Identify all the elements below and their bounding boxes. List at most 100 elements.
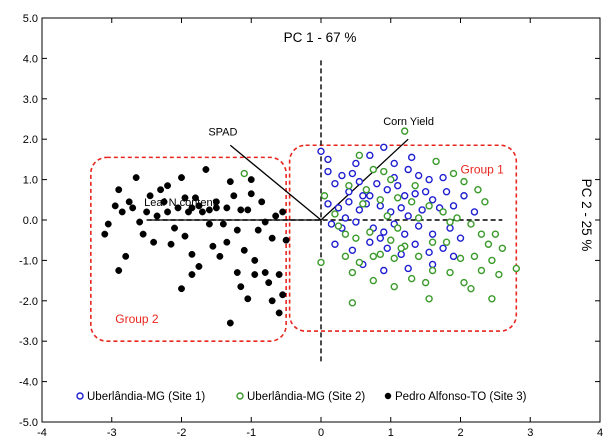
data-point	[498, 244, 507, 252]
data-point	[352, 234, 360, 242]
y-axis-title: PC 2 - 25 %	[579, 179, 594, 252]
data-point	[181, 194, 189, 202]
data-point	[244, 295, 252, 303]
data-point	[394, 181, 402, 190]
y-tick-label: 3.0	[23, 94, 38, 106]
x-tick-label: 0	[318, 427, 324, 439]
data-point	[101, 230, 109, 238]
data-point	[394, 194, 402, 202]
data-point	[467, 220, 475, 228]
data-point	[359, 192, 367, 200]
data-point	[387, 236, 395, 244]
data-point	[366, 151, 374, 160]
data-point	[327, 220, 336, 228]
data-point	[453, 214, 461, 222]
vector-label: SPAD	[208, 126, 237, 138]
data-point	[355, 177, 364, 186]
x-tick-label: 3	[527, 427, 533, 439]
y-tick-label: -2.0	[19, 296, 38, 308]
data-point	[338, 171, 346, 180]
data-point	[428, 196, 437, 204]
data-point	[265, 279, 273, 287]
data-point	[153, 212, 161, 220]
x-tick-label: -1	[246, 427, 256, 439]
data-point	[418, 206, 426, 214]
data-point	[376, 202, 384, 210]
data-point	[324, 167, 332, 176]
data-point	[331, 210, 339, 218]
data-point	[167, 240, 175, 248]
data-point	[442, 188, 451, 196]
data-point	[390, 282, 398, 291]
data-point	[355, 206, 364, 214]
data-point	[317, 258, 325, 267]
data-point	[366, 192, 374, 200]
data-point	[104, 220, 112, 228]
x-tick-label: 1	[388, 427, 394, 439]
data-point	[380, 167, 388, 176]
data-point	[446, 224, 454, 232]
data-point	[376, 250, 384, 259]
data-point	[341, 230, 350, 238]
data-point	[446, 218, 454, 226]
data-point	[129, 204, 137, 212]
data-point	[282, 236, 290, 244]
data-point	[331, 179, 339, 188]
data-point	[449, 169, 458, 178]
data-point	[348, 268, 357, 277]
data-point	[355, 151, 364, 160]
data-point	[442, 238, 451, 246]
data-point	[449, 252, 458, 261]
data-point	[383, 212, 391, 220]
x-tick-label: 2	[457, 427, 463, 439]
data-point	[233, 226, 241, 234]
data-point	[226, 319, 234, 327]
x-tick-label: -4	[37, 427, 47, 439]
data-point	[470, 208, 479, 216]
data-point	[188, 204, 196, 212]
data-point	[460, 278, 468, 287]
data-point	[380, 266, 388, 275]
data-point	[205, 220, 213, 228]
data-point	[411, 190, 419, 198]
data-point	[188, 271, 196, 278]
data-point	[428, 260, 437, 269]
data-point	[345, 181, 353, 190]
data-point	[421, 188, 430, 196]
data-point	[181, 232, 189, 240]
data-point	[401, 192, 409, 200]
data-point	[380, 143, 388, 151]
data-point	[216, 252, 224, 260]
data-point	[369, 276, 378, 285]
data-point	[254, 226, 262, 234]
data-point	[474, 185, 482, 194]
data-point	[470, 252, 479, 261]
data-point	[373, 179, 381, 188]
data-point	[411, 240, 419, 248]
y-tick-label: 1.0	[23, 175, 38, 187]
legend-label: Uberlândia-MG (Site 2)	[247, 391, 365, 403]
data-point	[178, 285, 185, 293]
data-point	[425, 175, 433, 184]
data-point	[362, 185, 371, 194]
data-point	[407, 198, 416, 206]
data-point	[397, 250, 405, 259]
data-point	[425, 295, 433, 303]
data-point	[348, 299, 357, 307]
data-point	[146, 192, 154, 200]
data-point	[237, 206, 245, 214]
legend-label: Uberlândia-MG (Site 1)	[87, 391, 205, 403]
data-point	[178, 174, 185, 182]
data-point	[125, 198, 133, 206]
data-point	[404, 264, 412, 273]
data-point	[122, 252, 130, 260]
data-point	[456, 234, 465, 242]
legend-marker	[384, 392, 392, 400]
data-point	[195, 202, 203, 210]
data-point	[320, 192, 329, 200]
data-point	[460, 192, 468, 200]
data-point	[484, 240, 493, 248]
loading-vector	[229, 144, 322, 221]
data-point	[279, 291, 287, 299]
